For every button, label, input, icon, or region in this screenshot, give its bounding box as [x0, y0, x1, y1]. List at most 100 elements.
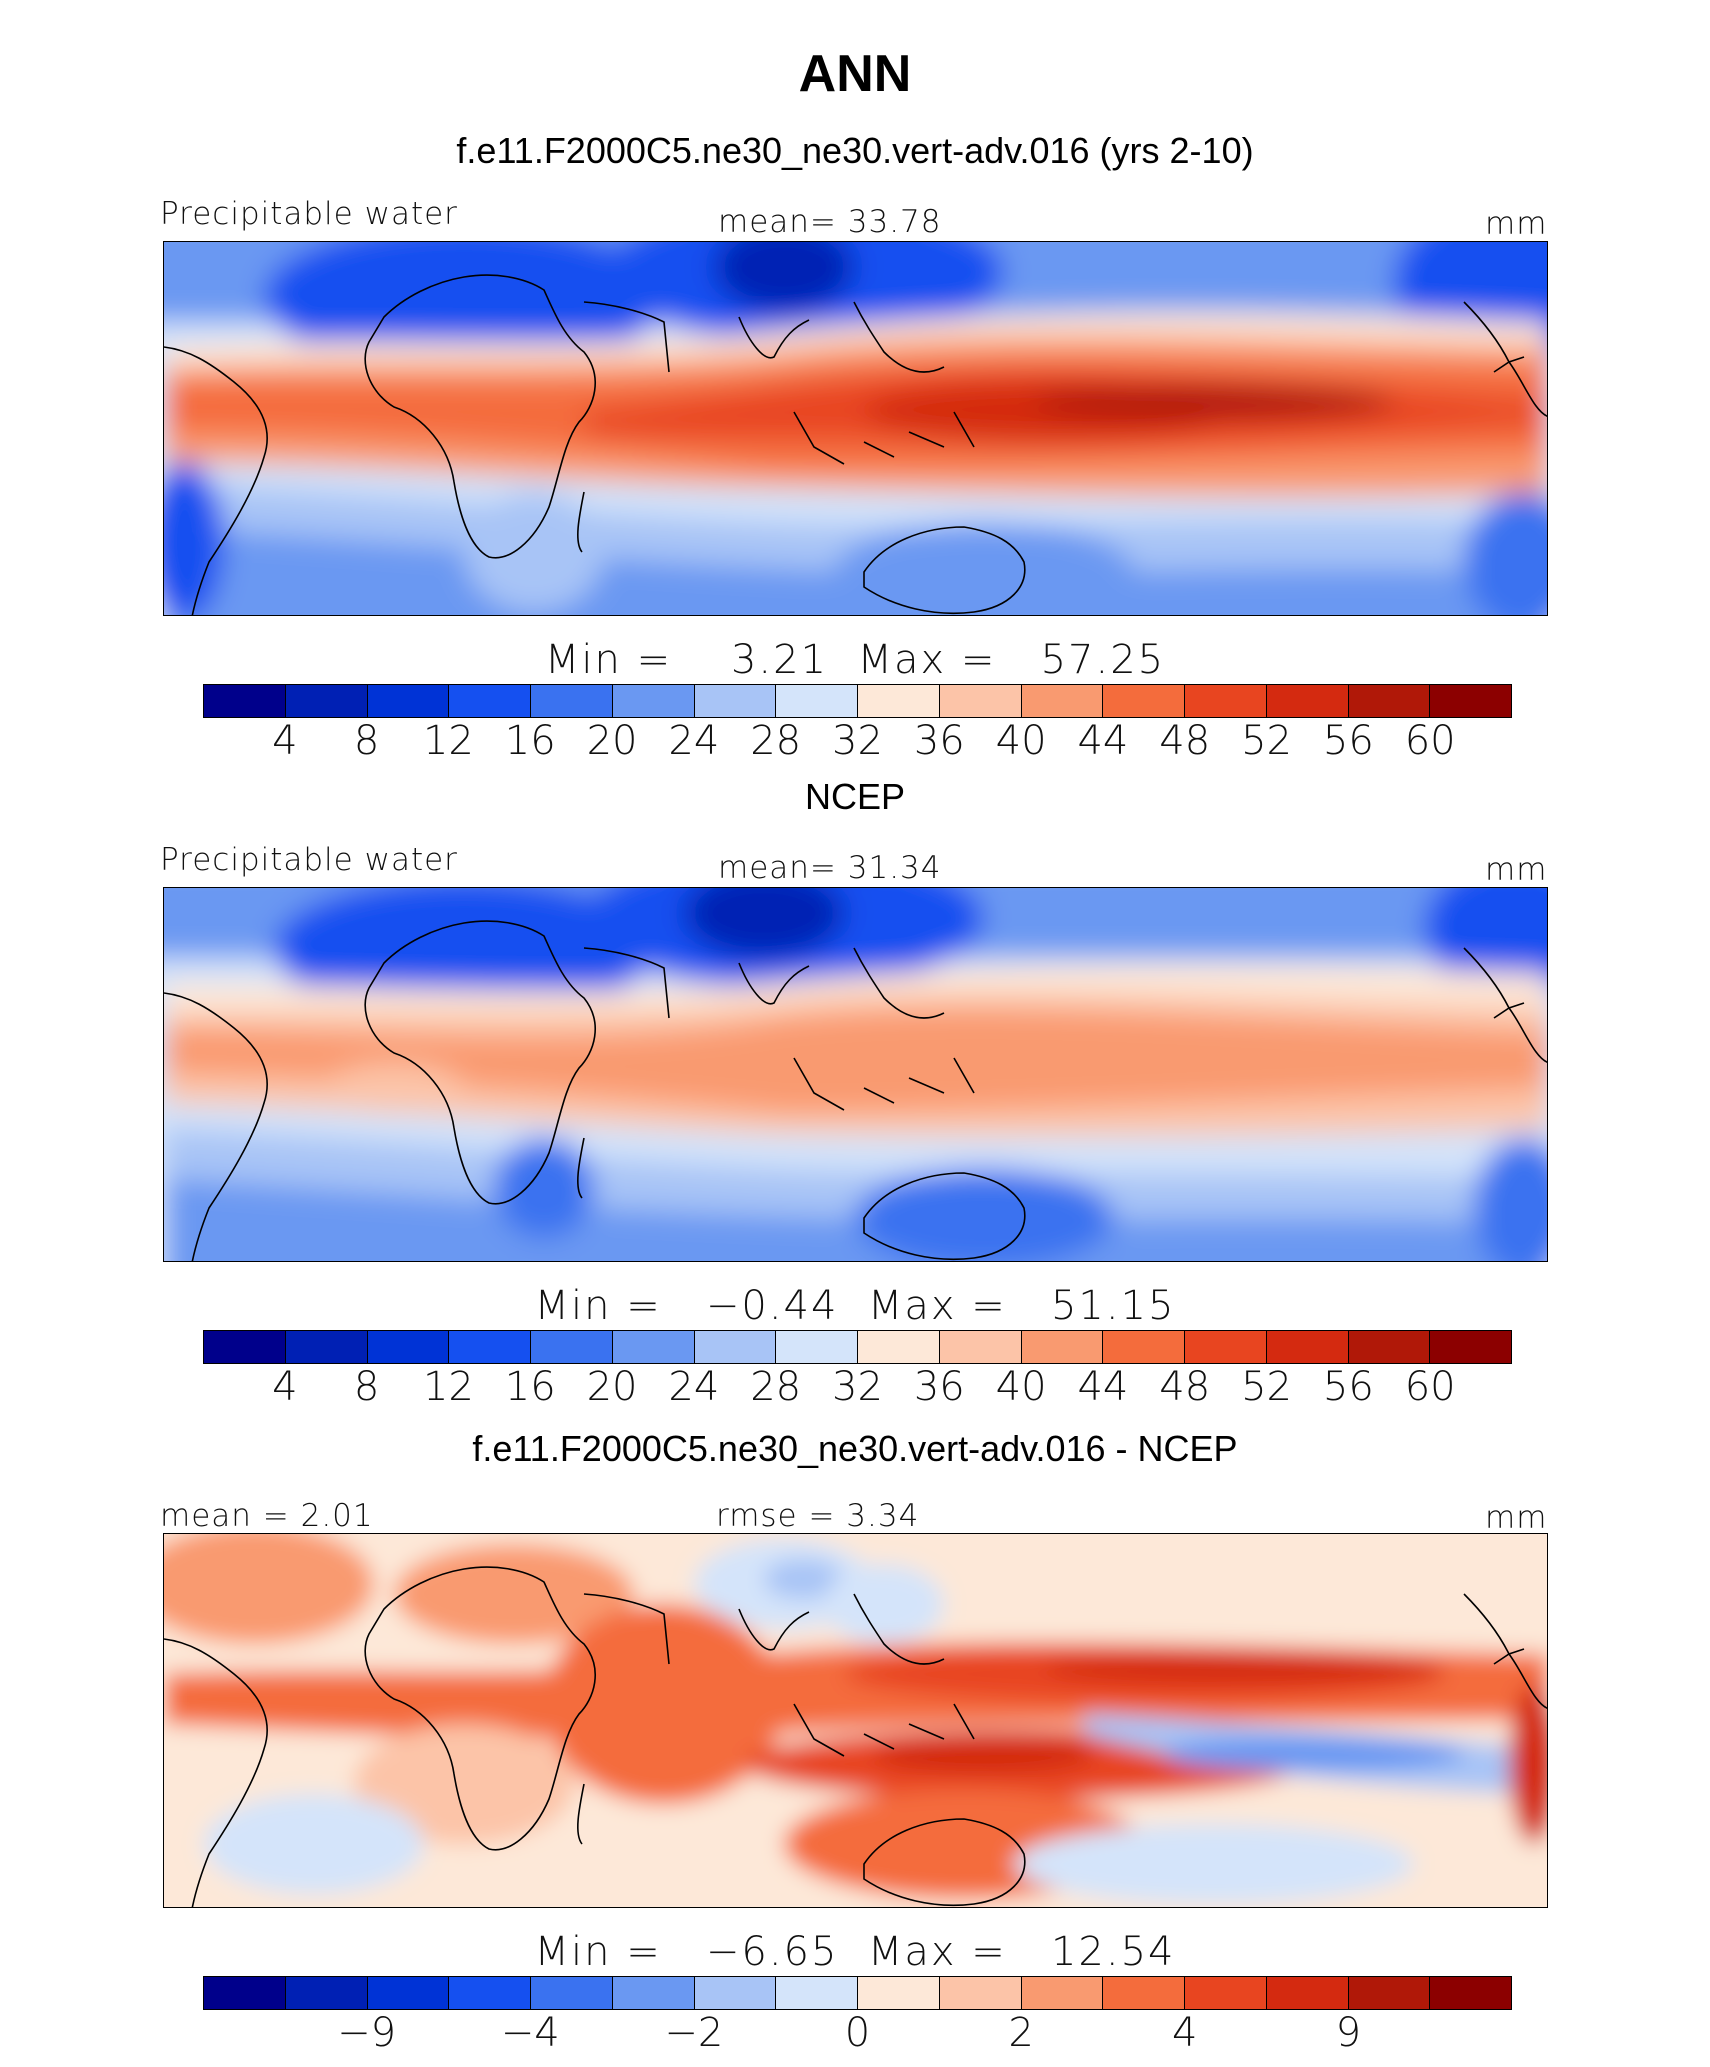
panel-2-coastlines: [164, 920, 1547, 1261]
panel-1-mean-label: mean= 33.78: [718, 204, 942, 240]
colorbar-tick-label: 56: [1322, 718, 1374, 764]
colorbar-swatch: [204, 1977, 286, 2009]
panel-2-subtitle: NCEP: [804, 776, 906, 817]
panel-2-min-value: −0.44: [705, 1283, 839, 1329]
colorbar-swatch: [531, 685, 613, 717]
panel-3-subtitle: f.e11.F2000C5.ne30_ne30.vert-adv.016 - N…: [472, 1428, 1238, 1469]
panel-2-colorbar: [203, 1330, 1512, 1364]
colorbar-tick-label: 40: [995, 1364, 1047, 1410]
colorbar-tick-label: 44: [1077, 1364, 1129, 1410]
colorbar-swatch: [1348, 1977, 1431, 2009]
panel-1-contour-field: [164, 242, 1547, 615]
colorbar-tick-label: 8: [353, 718, 380, 764]
panel-2-units-label: mm: [1485, 852, 1548, 888]
colorbar-swatch: [776, 685, 858, 717]
panel-1-map: [163, 241, 1548, 616]
colorbar-tick-label: 36: [913, 1364, 965, 1410]
panel-1-min-value: 3.21: [730, 637, 829, 683]
colorbar-swatch: [1103, 1977, 1185, 2009]
colorbar-swatch: [858, 685, 940, 717]
colorbar-tick-label: 12: [422, 718, 474, 764]
colorbar-tick-label: 48: [1159, 1364, 1211, 1410]
colorbar-swatch: [1185, 1331, 1267, 1363]
panel-1-subtitle: f.e11.F2000C5.ne30_ne30.vert-adv.016 (yr…: [456, 130, 1254, 171]
colorbar-swatch: [367, 1977, 450, 2009]
colorbar-swatch: [1430, 685, 1511, 717]
colorbar-tick-label: 48: [1159, 718, 1211, 764]
colorbar-tick-label: 4: [1172, 2010, 1198, 2056]
panel-3-min-value: −6.65: [705, 1929, 839, 1975]
panel-3-mean-label: mean = 2.01: [160, 1498, 374, 1534]
colorbar-tick-label: 28: [750, 1364, 802, 1410]
main-title: ANN: [798, 45, 912, 103]
colorbar-tick-label: 60: [1404, 1364, 1456, 1410]
colorbar-swatch: [531, 1331, 613, 1363]
panel-3-contour-field: [164, 1534, 1547, 1907]
colorbar-swatch: [939, 1977, 1022, 2009]
panel-2-max-value: 51.15: [1050, 1283, 1176, 1329]
colorbar-swatch: [858, 1977, 940, 2009]
colorbar-tick-label: 4: [272, 1364, 298, 1410]
panel-1-colorbar: [203, 684, 1512, 718]
colorbar-swatch: [1266, 685, 1349, 717]
colorbar-tick-label: 8: [353, 1364, 380, 1410]
colorbar-tick-label: 16: [504, 718, 556, 764]
colorbar-swatch: [1266, 1331, 1349, 1363]
colorbar-tick-label: 2: [1008, 2010, 1034, 2056]
panel-3-map: [163, 1533, 1548, 1908]
colorbar-swatch: [776, 1977, 858, 2009]
colorbar-tick-label: 24: [668, 1364, 720, 1410]
colorbar-tick-label: 52: [1241, 718, 1293, 764]
colorbar-swatch: [1430, 1331, 1511, 1363]
colorbar-tick-label: 4: [272, 718, 298, 764]
panel-3-coastlines: [164, 1566, 1547, 1907]
panel-1-units-label: mm: [1485, 206, 1548, 242]
colorbar-swatch: [204, 1331, 286, 1363]
panel-2-minmax: Min = −0.44 Max = 51.15: [534, 1283, 1176, 1329]
colorbar-tick-label: 56: [1322, 1364, 1374, 1410]
colorbar-tick-label: −2: [664, 2010, 724, 2056]
colorbar-swatch: [694, 1331, 777, 1363]
colorbar-swatch: [612, 1977, 695, 2009]
colorbar-tick-label: 52: [1241, 1364, 1293, 1410]
panel-1-variable-label: Precipitable water: [160, 196, 458, 232]
colorbar-swatch: [449, 685, 531, 717]
colorbar-swatch: [612, 685, 695, 717]
panel-3-colorbar-ticks: −9 −4 −2 0 2 4 9: [203, 2010, 1512, 2058]
colorbar-swatch: [1430, 1977, 1511, 2009]
colorbar-swatch: [204, 685, 286, 717]
panel-3-colorbar: [203, 1976, 1512, 2010]
panel-2-contour-field: [164, 888, 1547, 1261]
colorbar-swatch: [1185, 1977, 1267, 2009]
colorbar-tick-label: 20: [586, 718, 638, 764]
panel-3-max-value: 12.54: [1050, 1929, 1176, 1975]
colorbar-swatch: [694, 685, 777, 717]
colorbar-swatch: [939, 1331, 1022, 1363]
colorbar-swatch: [1103, 1331, 1185, 1363]
colorbar-tick-label: 36: [913, 718, 965, 764]
colorbar-swatch: [449, 1331, 531, 1363]
colorbar-swatch: [1021, 1977, 1104, 2009]
colorbar-tick-label: 16: [504, 1364, 556, 1410]
colorbar-tick-label: −4: [500, 2010, 560, 2056]
colorbar-swatch: [1348, 1331, 1431, 1363]
colorbar-tick-label: 44: [1077, 718, 1129, 764]
colorbar-swatch: [858, 1331, 940, 1363]
colorbar-swatch: [285, 1331, 368, 1363]
colorbar-tick-label: 40: [995, 718, 1047, 764]
panel-3-units-label: mm: [1485, 1500, 1548, 1536]
colorbar-swatch: [367, 1331, 450, 1363]
colorbar-swatch: [612, 1331, 695, 1363]
panel-1-minmax: Min = 3.21 Max = 57.25: [544, 637, 1166, 683]
colorbar-swatch: [1021, 685, 1104, 717]
colorbar-swatch: [1348, 685, 1431, 717]
panel-3-minmax: Min = −6.65 Max = 12.54: [534, 1929, 1176, 1975]
panel-2-variable-label: Precipitable water: [160, 842, 458, 878]
colorbar-swatch: [1021, 1331, 1104, 1363]
panel-2-map: [163, 887, 1548, 1262]
colorbar-tick-label: 12: [422, 1364, 474, 1410]
colorbar-swatch: [531, 1977, 613, 2009]
panel-2-colorbar-ticks: 4 8 12 16 20 24 28 32 36 40 44 48 52 56 60: [203, 1364, 1512, 1412]
colorbar-tick-label: 24: [668, 718, 720, 764]
colorbar-tick-label: 0: [844, 2010, 871, 2056]
